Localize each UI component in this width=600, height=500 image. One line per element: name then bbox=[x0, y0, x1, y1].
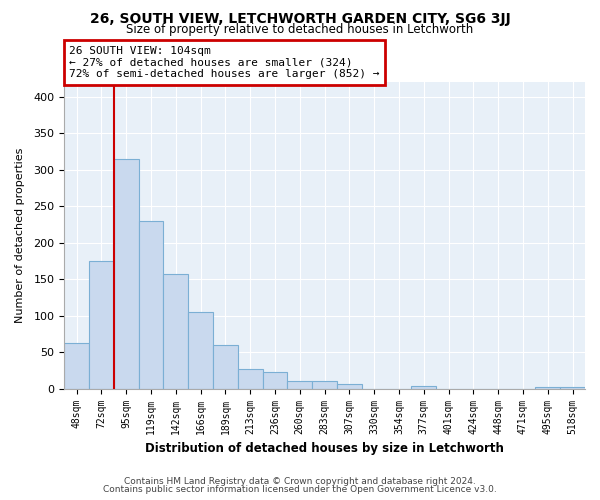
Bar bbox=[263, 372, 287, 388]
Bar bbox=[312, 380, 337, 388]
Bar bbox=[89, 261, 114, 388]
Bar bbox=[188, 312, 213, 388]
Text: Contains HM Land Registry data © Crown copyright and database right 2024.: Contains HM Land Registry data © Crown c… bbox=[124, 477, 476, 486]
Y-axis label: Number of detached properties: Number of detached properties bbox=[15, 148, 25, 323]
Text: 26, SOUTH VIEW, LETCHWORTH GARDEN CITY, SG6 3JJ: 26, SOUTH VIEW, LETCHWORTH GARDEN CITY, … bbox=[89, 12, 511, 26]
X-axis label: Distribution of detached houses by size in Letchworth: Distribution of detached houses by size … bbox=[145, 442, 504, 455]
Bar bbox=[412, 386, 436, 388]
Bar bbox=[64, 342, 89, 388]
Text: Size of property relative to detached houses in Letchworth: Size of property relative to detached ho… bbox=[127, 24, 473, 36]
Bar bbox=[287, 380, 312, 388]
Text: Contains public sector information licensed under the Open Government Licence v3: Contains public sector information licen… bbox=[103, 485, 497, 494]
Bar bbox=[114, 158, 139, 388]
Bar bbox=[337, 384, 362, 388]
Bar bbox=[139, 221, 163, 388]
Bar bbox=[560, 386, 585, 388]
Bar bbox=[238, 369, 263, 388]
Bar bbox=[535, 386, 560, 388]
Text: 26 SOUTH VIEW: 104sqm
← 27% of detached houses are smaller (324)
72% of semi-det: 26 SOUTH VIEW: 104sqm ← 27% of detached … bbox=[70, 46, 380, 79]
Bar bbox=[163, 274, 188, 388]
Bar bbox=[213, 345, 238, 389]
